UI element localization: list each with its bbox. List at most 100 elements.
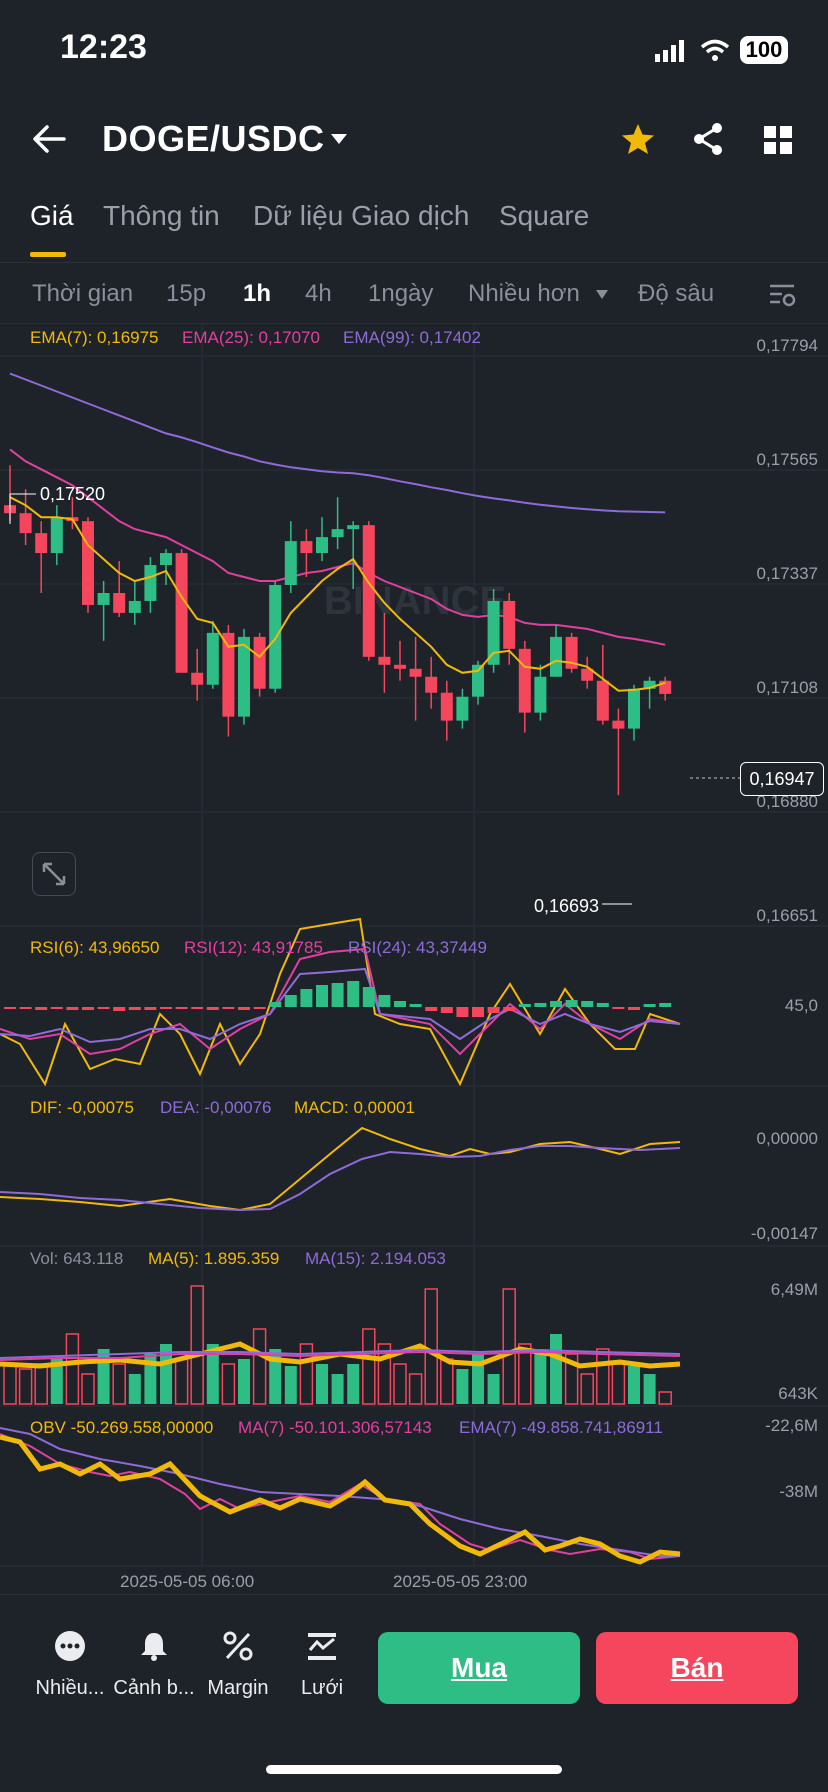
ema99-path: [9, 372, 666, 514]
share-icon[interactable]: [692, 122, 724, 156]
interval-1h[interactable]: 1h: [243, 280, 272, 307]
alert-label: Cảnh b...: [113, 1677, 195, 1699]
volume-bar: [81, 1373, 95, 1405]
macd-axis-label: 0,00000: [756, 1129, 818, 1148]
macd-bar: [66, 1007, 79, 1010]
kline-chart[interactable]: BINANCE: [0, 324, 828, 1594]
price-axis-label: 0,16880: [756, 792, 818, 811]
rsi-lines: [0, 917, 681, 1087]
volume-bar: [393, 1363, 407, 1405]
interval-15m[interactable]: 15p: [166, 280, 207, 307]
tab-info[interactable]: Thông tin: [103, 200, 220, 231]
candle-body: [565, 636, 578, 669]
star-icon[interactable]: [620, 122, 656, 156]
interval-depth[interactable]: Độ sâu: [638, 280, 715, 307]
dif-legend: DIF: -0,00075: [30, 1098, 134, 1117]
macd-bar: [191, 1007, 204, 1009]
main-tabs: Giá Thông tin Dữ liệu Giao dịch Square: [0, 200, 828, 260]
candle-body: [503, 600, 516, 649]
margin-label: Margin: [207, 1677, 269, 1699]
back-arrow-icon[interactable]: [32, 124, 68, 154]
layout-grid-icon[interactable]: [764, 126, 792, 154]
volume-bar: [18, 1368, 33, 1405]
status-bar: 12:23 100: [0, 0, 828, 100]
volume-bar: [34, 1363, 48, 1405]
volume-bar: [190, 1285, 204, 1405]
macd-legend: MACD: 0,00001: [294, 1098, 415, 1117]
candle-body: [316, 537, 328, 554]
volume-bar: [440, 1358, 454, 1405]
divider: [0, 1594, 828, 1595]
grid-bot-button[interactable]: Lưới: [280, 1630, 364, 1700]
volume-bar: [144, 1354, 157, 1404]
macd-axis-label: -0,00147: [750, 1224, 818, 1243]
interval-time[interactable]: Thời gian: [32, 280, 134, 307]
candle-body: [175, 553, 188, 673]
candle-body: [269, 584, 282, 689]
interval-more[interactable]: Nhiều hơn: [468, 280, 580, 307]
wifi-icon: [700, 39, 730, 61]
low-price-label: 0,16693: [534, 896, 600, 916]
grid-bot-label: Lưới: [300, 1677, 344, 1699]
expand-icon: [42, 862, 66, 886]
interval-4h[interactable]: 4h: [305, 280, 332, 307]
obv-axis-label: -38M: [779, 1482, 818, 1501]
more-icon: [55, 1631, 85, 1661]
volume-bar: [50, 1359, 63, 1404]
macd-bar: [331, 983, 344, 1007]
volume-bar: [252, 1328, 267, 1405]
volume-bar: [580, 1373, 594, 1405]
candle-body: [113, 592, 126, 613]
pair-title[interactable]: DOGE/USDC: [102, 118, 325, 159]
interval-bar: Thời gian 15p 1h 4h 1ngày Nhiều hơn Độ s…: [0, 274, 828, 324]
macd-bar: [113, 1007, 126, 1011]
candles: [4, 465, 672, 796]
tab-square[interactable]: Square: [499, 200, 590, 231]
price-axis-label: 0,16651: [756, 906, 818, 925]
candle-body: [35, 533, 48, 554]
time-axis-label: 2025-05-05 06:00: [120, 1572, 255, 1591]
volume-bar: [611, 1363, 626, 1405]
volume-bar: [65, 1333, 80, 1405]
expand-button[interactable]: [32, 852, 76, 896]
volume-bar: [206, 1344, 219, 1404]
volume-bar: [112, 1363, 126, 1405]
vol-legend: Vol: 643.118: [30, 1249, 124, 1268]
volume-bar: [362, 1328, 376, 1405]
margin-button[interactable]: Margin: [196, 1630, 280, 1700]
macd-bar: [316, 985, 328, 1007]
obv-lines: [0, 1427, 681, 1565]
dea-legend: DEA: -0,00076: [160, 1098, 272, 1117]
chart-settings-icon[interactable]: [768, 282, 796, 308]
tab-trading-data[interactable]: Dữ liệu Giao dịch: [253, 200, 470, 231]
macd-lines: [0, 1126, 681, 1212]
macd-bar: [35, 1007, 48, 1010]
macd-bar: [472, 1007, 484, 1017]
candle-body: [238, 636, 250, 717]
candle-body: [222, 632, 235, 717]
more-caret-icon[interactable]: [596, 290, 608, 299]
macd-bar: [581, 1001, 594, 1007]
tab-price[interactable]: Giá: [30, 200, 74, 231]
volume-bar: [174, 1358, 189, 1405]
volume-bar: [377, 1343, 392, 1405]
interval-1d[interactable]: 1ngày: [368, 280, 434, 307]
candle-body: [82, 521, 94, 605]
macd-bar: [628, 1007, 640, 1010]
candle-body: [581, 668, 594, 681]
macd-bar: [409, 1004, 422, 1007]
sell-button[interactable]: Bán: [596, 1632, 798, 1704]
high-price-label: 0,17520: [40, 484, 106, 504]
buy-button[interactable]: Mua: [378, 1632, 580, 1704]
macd-bar: [534, 1003, 547, 1007]
more-button[interactable]: Nhiều...: [28, 1630, 112, 1700]
divider: [0, 323, 828, 324]
volume-bar: [160, 1344, 172, 1404]
volume-bar: [534, 1354, 547, 1404]
volume-bar: [596, 1348, 610, 1405]
alert-button[interactable]: Cảnh b...: [112, 1630, 196, 1700]
caret-down-icon[interactable]: [330, 132, 348, 146]
macd-bar: [4, 1007, 16, 1009]
volume-bar: [487, 1374, 500, 1404]
macd-bar: [659, 1003, 672, 1007]
